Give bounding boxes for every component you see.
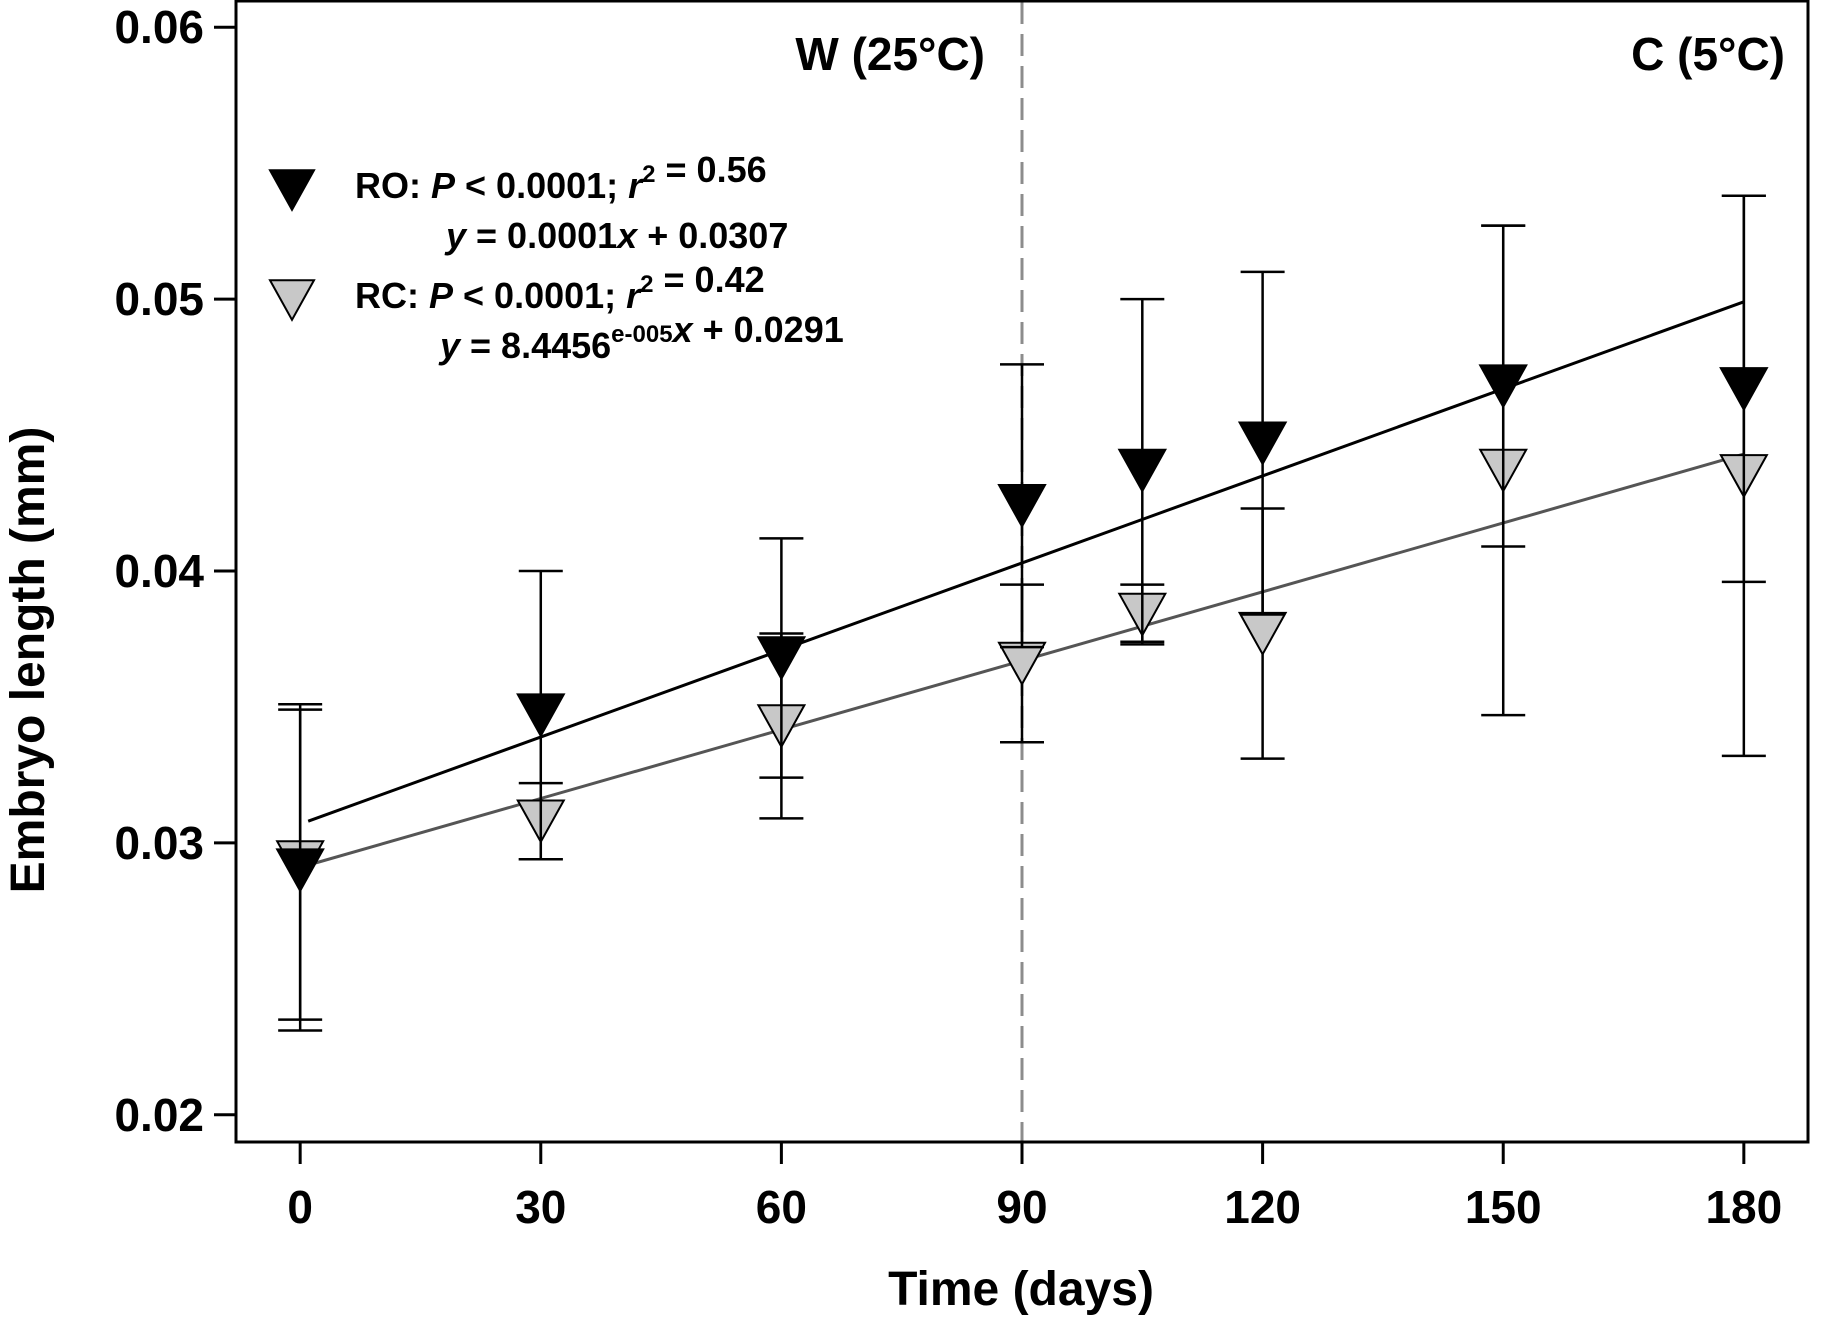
legend-text-part: y bbox=[444, 215, 468, 256]
data-point-ro bbox=[516, 693, 566, 738]
legend-text-part: < 0.0001; bbox=[453, 275, 626, 316]
x-tick-label: 60 bbox=[756, 1181, 807, 1233]
x-tick-label: 120 bbox=[1224, 1181, 1301, 1233]
legend: RO: P < 0.0001; r2 = 0.56y = 0.0001x + 0… bbox=[268, 149, 844, 366]
legend-stats-ro: RO: P < 0.0001; r2 = 0.56 bbox=[355, 149, 767, 206]
legend-equation-rc: y = 8.4456e-005x + 0.0291 bbox=[438, 309, 844, 366]
y-axis-label: Embryo length (mm) bbox=[2, 427, 55, 894]
legend-text-part: < 0.0001; bbox=[455, 165, 628, 206]
region-label-warm: W (25°C) bbox=[795, 28, 985, 80]
legend-text-part: x bbox=[615, 215, 639, 256]
data-point-ro bbox=[756, 636, 807, 681]
legend-text-part: x bbox=[671, 309, 695, 350]
plot-area bbox=[275, 2, 1769, 1142]
data-point-ro bbox=[1719, 367, 1769, 412]
data-point-ro bbox=[275, 848, 325, 893]
x-tick-label: 150 bbox=[1465, 1181, 1542, 1233]
data-point-rc bbox=[997, 641, 1047, 687]
legend-text-part: P bbox=[429, 275, 454, 316]
axes: 0.02 0.03 0.04 0.05 0.06 0 30 60 90 120 150 180 bbox=[114, 0, 1810, 1233]
legend-text-part: RC: bbox=[355, 275, 429, 316]
superscript: e-005 bbox=[611, 321, 672, 348]
legend-text-part: = 8.4456 bbox=[460, 325, 611, 366]
data-point-rc bbox=[1237, 611, 1288, 657]
data-point-ro bbox=[1237, 421, 1288, 466]
y-tick-label: 0.05 bbox=[114, 273, 204, 325]
data-point-ro bbox=[997, 484, 1047, 529]
y-tick-label: 0.06 bbox=[114, 1, 204, 53]
legend-text-part: r bbox=[626, 275, 642, 316]
x-axis-label: Time (days) bbox=[888, 1263, 1154, 1316]
legend-text-part: + 0.0307 bbox=[637, 215, 788, 256]
x-tick-label: 0 bbox=[287, 1181, 313, 1233]
legend-text-part: r bbox=[628, 165, 644, 206]
legend-text-part: + 0.0291 bbox=[693, 309, 844, 350]
data-point-ro bbox=[1117, 448, 1168, 494]
x-tick-label: 30 bbox=[515, 1181, 566, 1233]
legend-text-part: = 0.56 bbox=[656, 149, 767, 190]
legend-stats-rc: RC: P < 0.0001; r2 = 0.42 bbox=[355, 259, 765, 316]
series-ro bbox=[275, 194, 1769, 1032]
legend-text-part: P bbox=[431, 165, 456, 206]
legend-text-part: = 0.0001 bbox=[466, 215, 617, 256]
superscript: 2 bbox=[640, 271, 653, 298]
y-tick-label: 0.03 bbox=[114, 817, 204, 869]
legend-text-part: RO: bbox=[355, 165, 431, 206]
legend-marker-rc bbox=[268, 279, 316, 322]
x-tick-label: 90 bbox=[996, 1181, 1047, 1233]
superscript: 2 bbox=[642, 161, 655, 188]
legend-equation-ro: y = 0.0001x + 0.0307 bbox=[444, 215, 788, 256]
legend-text-part: y bbox=[438, 325, 462, 366]
legend-marker-ro bbox=[268, 169, 316, 212]
y-tick-label: 0.04 bbox=[114, 545, 204, 597]
y-tick-label: 0.02 bbox=[114, 1089, 204, 1141]
x-tick-label: 180 bbox=[1705, 1181, 1782, 1233]
region-label-cold: C (5°C) bbox=[1631, 28, 1785, 80]
legend-text-part: = 0.42 bbox=[654, 259, 765, 300]
data-point-ro bbox=[1478, 364, 1528, 409]
